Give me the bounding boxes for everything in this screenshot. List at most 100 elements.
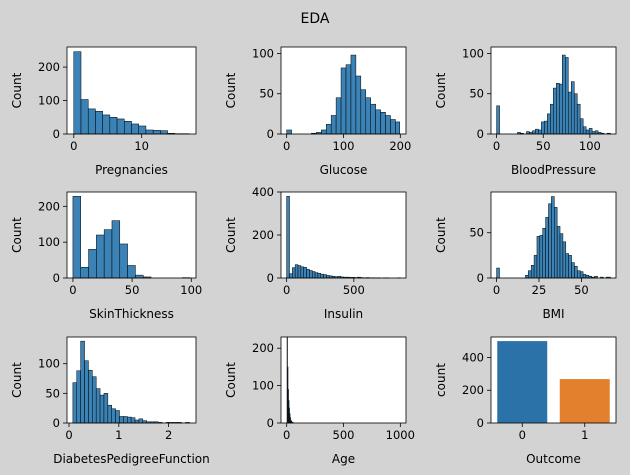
y-tick-label: 200	[462, 383, 484, 397]
histogram-bar	[582, 274, 587, 279]
histogram-bar	[562, 241, 567, 279]
histogram-bar	[330, 115, 337, 135]
histogram-bar	[565, 57, 569, 135]
histogram-bar	[87, 108, 96, 135]
x-tick-label: 100	[579, 139, 601, 153]
y-tick-label: 200	[252, 341, 274, 355]
histogram-bar	[545, 217, 549, 279]
histogram-bar	[567, 91, 572, 135]
histogram-bar	[528, 270, 532, 279]
y-axis-label: Count	[10, 362, 24, 398]
histogram-bar	[300, 266, 304, 279]
x-tick-label: 200	[389, 139, 411, 153]
y-tick-label: 200	[38, 199, 60, 213]
y-tick-label: 100	[38, 357, 60, 371]
x-axis-label: Glucose	[320, 163, 368, 177]
subplot-skinthickness: 0 50 100 0 100 200 SkinThickness Count	[10, 191, 202, 321]
x-tick-label: 500	[343, 283, 365, 297]
histogram-bar	[109, 117, 118, 135]
histogram-bar	[550, 103, 554, 135]
histogram-bar	[576, 103, 581, 135]
y-tick-label: 50	[469, 87, 484, 101]
axes-frame	[490, 191, 617, 279]
histogram-bar	[92, 376, 97, 424]
y-axis-label: Count	[224, 362, 238, 398]
histogram-bar	[548, 203, 552, 279]
histogram-bar	[573, 93, 578, 135]
histogram-bar	[127, 416, 132, 424]
y-tick-label: 100	[252, 46, 274, 60]
histogram-bar	[127, 265, 136, 279]
histogram-bar	[355, 75, 362, 135]
histogram-bar	[138, 125, 147, 135]
axes-background	[67, 192, 196, 278]
subplot-age: 0 500 1000 0 100 200 Age Count	[224, 336, 415, 466]
histogram-bar	[314, 272, 319, 279]
subplot-glucose: 0 100 200 0 50 100 Glucose Count	[224, 46, 411, 177]
histogram-bar	[565, 253, 569, 279]
histogram-bar	[115, 410, 120, 424]
histogram-bar	[138, 418, 144, 424]
subplot-bloodpressure: 0 50 100 0 50 100 BloodPressure Count	[434, 46, 617, 177]
figure-title: EDA	[301, 11, 330, 27]
histogram-bar	[99, 394, 105, 424]
histogram-bar	[395, 121, 400, 135]
histogram-bar	[80, 99, 89, 135]
axes-frame	[66, 191, 197, 279]
y-tick-label: 100	[38, 94, 60, 108]
y-tick-label: 100	[252, 379, 274, 393]
x-tick-label: 100	[180, 283, 202, 297]
histogram-bar	[532, 130, 536, 135]
histogram-bar	[325, 124, 332, 135]
y-tick-label: 50	[469, 226, 484, 240]
y-tick-label: 400	[462, 350, 484, 364]
y-axis-label: Count	[434, 72, 448, 108]
y-tick-label: 100	[38, 235, 60, 249]
histogram-bar	[80, 340, 85, 424]
histogram-bar	[111, 220, 121, 279]
histogram-bar	[72, 196, 81, 279]
histogram-bar	[88, 249, 97, 279]
histogram-bar	[539, 235, 543, 279]
histogram-bar	[73, 51, 82, 135]
histogram-bar	[370, 103, 376, 135]
y-axis-label: Count	[10, 72, 24, 108]
y-axis-label: Count	[434, 217, 448, 253]
x-tick-label: 50	[125, 283, 140, 297]
count-bar-0	[497, 341, 548, 423]
histogram-bar	[96, 234, 105, 279]
x-tick-label: 100	[333, 139, 355, 153]
y-tick-label: 0	[477, 416, 484, 430]
histogram-bar	[588, 128, 593, 135]
histogram-bar	[390, 119, 396, 135]
histogram-bar	[286, 196, 290, 279]
histogram-bar	[577, 270, 581, 279]
histogram-bar	[340, 67, 347, 135]
x-tick-label: 0	[283, 283, 290, 297]
histogram-bar	[88, 369, 93, 424]
histogram-bar	[95, 388, 101, 424]
axes-background	[281, 192, 406, 278]
y-tick-label: 0	[53, 127, 60, 141]
axes-frame	[280, 46, 407, 135]
y-tick-label: 0	[53, 271, 60, 285]
histogram-bar	[286, 129, 292, 135]
histogram-bar	[574, 265, 578, 279]
histogram-bar	[582, 126, 587, 135]
histogram-bar	[570, 81, 575, 135]
histogram-bar	[541, 121, 545, 135]
x-tick-label: 0	[70, 139, 77, 153]
histogram-bar	[547, 113, 551, 135]
y-tick-label: 200	[252, 228, 274, 242]
histogram-bar	[375, 109, 381, 135]
histogram-bar	[131, 123, 139, 135]
histogram-bar	[544, 120, 548, 135]
x-axis-label: BloodPressure	[511, 163, 596, 177]
x-tick-label: 0	[65, 428, 72, 442]
y-tick-label: 200	[38, 60, 60, 74]
histogram-bar	[579, 271, 584, 279]
histogram-bar	[571, 262, 575, 279]
count-bar-1	[559, 379, 610, 423]
